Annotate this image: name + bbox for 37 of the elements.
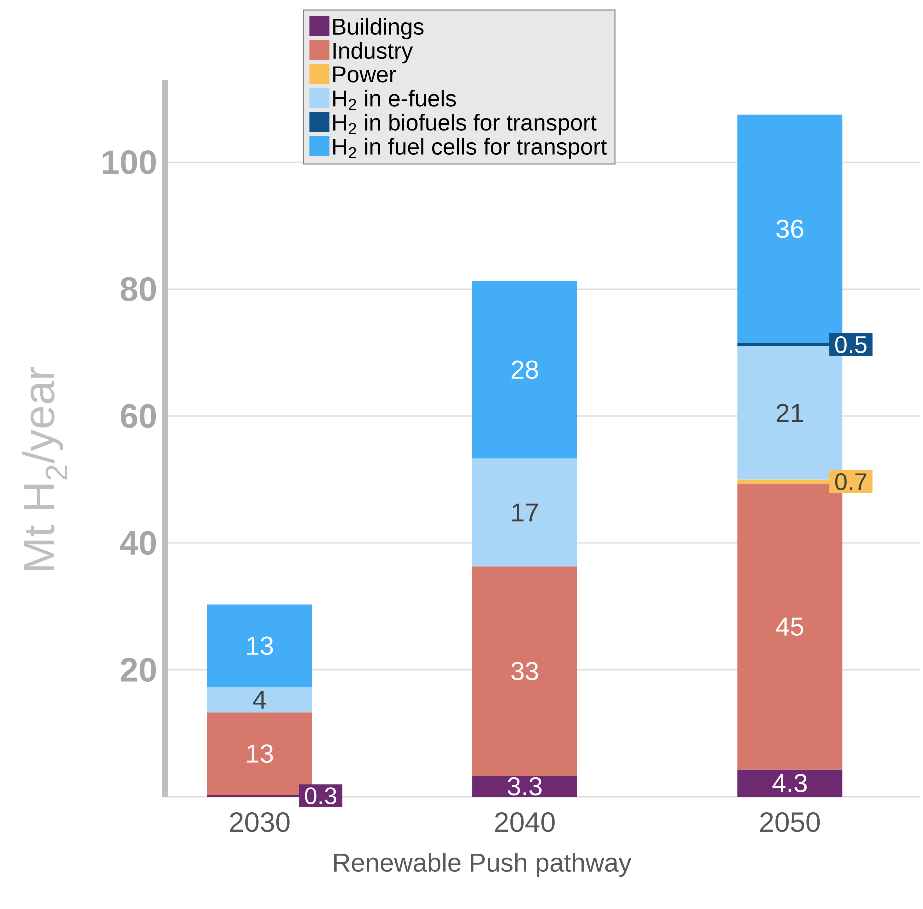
y-tick-label: 60 [121,404,156,428]
bar [207,604,312,688]
legend-label: Buildings [334,18,424,40]
data-label: 45 [776,618,804,636]
legend-label: Power [334,66,396,83]
bar [472,776,578,797]
bar [738,770,843,797]
bar [472,566,578,776]
y-tick-label: 80 [120,277,156,302]
y-tick-label: 20 [120,658,156,682]
legend-label: H$_{2}$ in e-fuels [334,90,456,110]
bar [472,458,578,567]
data-label: 17 [512,504,538,522]
data-label: 4.3 [772,774,807,793]
data-label: 0.7 [835,474,867,490]
x-tick-label: 2030 [230,812,290,832]
data-label: 3.3 [508,777,542,796]
data-label: 36 [776,220,804,238]
x-tick-label: 2040 [495,812,555,832]
data-label: 21 [777,404,804,422]
bar [207,687,312,713]
y-tick-label: 40 [120,531,156,556]
y-axis-title: Mt H$_{2}$/year [22,367,68,570]
legend-label: H$_{2}$ in fuel cells for transport [334,138,608,160]
legend-label: H$_{2}$ in biofuels for transport [334,114,597,136]
data-label: 13 [247,636,274,656]
data-label: 13 [247,744,274,764]
data-label: 0.5 [835,336,867,354]
legend-label: Industry [334,42,414,64]
bar [472,281,578,459]
data-label: 0.3 [305,788,337,805]
x-tick-label: 2050 [760,812,820,832]
data-label: 4 [253,691,266,709]
y-tick-label: 100 [103,150,156,174]
data-label: 33 [512,662,538,681]
data-label: 28 [512,360,538,380]
x-axis-title: Renewable Push pathway [334,853,632,878]
